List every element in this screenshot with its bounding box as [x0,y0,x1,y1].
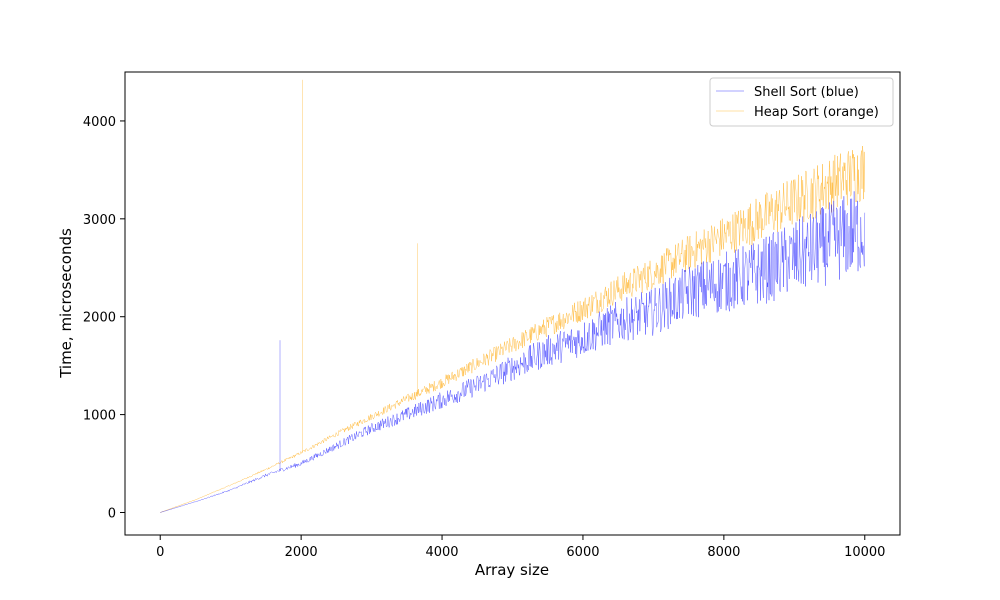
x-tick-label: 10000 [844,545,885,560]
plot-frame [124,71,901,536]
y-tick-label: 2000 [83,311,116,326]
series-line-shell-sort [160,191,865,513]
y-tick-label: 4000 [83,115,116,130]
legend: Shell Sort (blue) Heap Sort (orange) [709,77,894,127]
x-tick-label: 2000 [285,545,318,560]
x-tick-label: 6000 [566,545,599,560]
y-axis-ticks: 0 1000 2000 3000 4000 [83,115,125,521]
y-axis-label: Time, microseconds [57,228,75,379]
x-tick-label: 0 [156,545,164,560]
x-axis-label: Array size [475,561,549,579]
x-tick-label: 4000 [425,545,458,560]
legend-label-heap: Heap Sort (orange) [754,105,879,120]
y-tick-label: 3000 [83,213,116,228]
y-tick-label: 0 [108,506,116,521]
legend-label-shell: Shell Sort (blue) [754,85,859,100]
x-tick-label: 8000 [707,545,740,560]
series-line-heap-sort [160,145,865,513]
x-axis-ticks: 0 2000 4000 6000 8000 10000 [156,535,885,560]
y-tick-label: 1000 [83,409,116,424]
legend-box [709,77,894,127]
series-layer [160,79,865,513]
